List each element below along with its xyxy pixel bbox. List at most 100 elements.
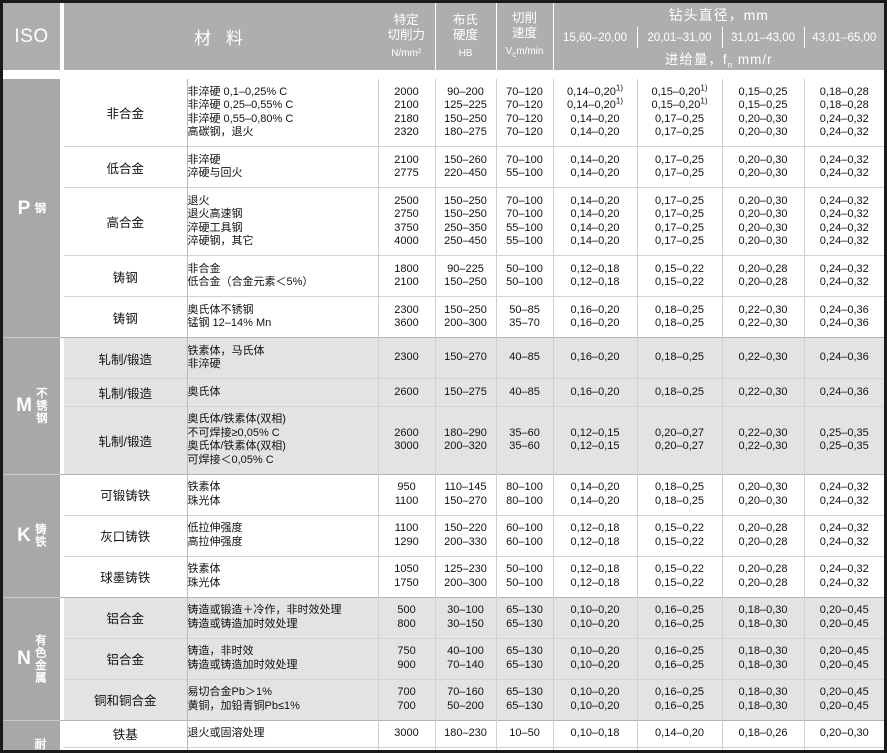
iso-group-name: 铸铁 (33, 523, 46, 548)
material-group-name: 铸钢 (64, 255, 188, 297)
brinell-hardness-value: 40–100 70–140 (435, 637, 497, 679)
feed4-line: 0,20–0,45 (819, 686, 869, 698)
speed-line: 55–100 (506, 221, 543, 234)
feed-rate-d20-31: 0,15–0,201) 0,15–0,201) 0,17–0,25 0,17–0,25 (637, 79, 723, 147)
feed-rate-d15-20: 0,10–0,20 0,10–0,20 (553, 637, 638, 679)
feed1-line: 0,14–0,20 (570, 221, 620, 234)
feed1-line: 0,14–0,20 (570, 208, 620, 220)
feed4-line: 0,24–0,32 (819, 126, 869, 138)
feed-rate-d31-43: 0,18–0,30 0,18–0,30 (722, 637, 805, 679)
speed-line: 70–100 (506, 153, 543, 166)
feed-rate-d20-31: 0,18–0,25 (637, 378, 723, 406)
feed-rate-d20-31: 0,16–0,25 0,16–0,25 (637, 637, 723, 679)
iso-group-name: 有色金属 (33, 633, 46, 684)
condition-line: 铁素体 (187, 481, 221, 493)
feed3-line: 0,20–0,30 (738, 494, 788, 507)
iso-group-letter: M (16, 395, 32, 417)
condition-line: 非淬硬 0,55–0,80% C (187, 112, 294, 125)
feed-rate-d31-43: 0,22–0,30 0,22–0,30 (722, 296, 805, 338)
iso-group-inner: N 有色金属 (3, 634, 60, 684)
cutting-speed-value: 80–100 80–100 (496, 473, 554, 515)
feed2-line: 0,16–0,25 (655, 699, 704, 712)
feed3-line: 0,18–0,30 (738, 617, 788, 630)
material-group-name: 铝合金 (64, 637, 188, 679)
feed1-line: 0,16–0,20 (570, 303, 620, 316)
feed-rate-d31-43: 0,22–0,30 (722, 378, 805, 406)
material-group-name: 铝合金 (64, 596, 188, 638)
cutting-speed-value: 70–100 70–100 55–100 55–100 (496, 187, 554, 256)
feed4-line: 0,24–0,36 (819, 385, 869, 398)
material-condition: 铁素体，马氏体 非淬硬 (187, 337, 379, 379)
feed-rate-d43-65: 0,18–0,28 0,18–0,28 0,24–0,32 0,24–0,32 (804, 79, 884, 147)
force-line: 750 (397, 645, 416, 657)
brinell-hardness-value: 110–145 150–270 (435, 473, 497, 515)
force-line: 2300 (394, 303, 419, 316)
specific-cutting-force-value: 3000 (378, 719, 436, 748)
table-row: 铸钢 非合金 低合金（合金元素＜5%） 1800 2100 90–225 150–250 50… (3, 255, 884, 297)
condition-line: 淬硬工具钢 (187, 221, 243, 234)
condition-line: 铸造或铸造加时效处理 (187, 658, 298, 671)
hardness-line: 150–270 (444, 494, 487, 507)
speed-line: 40–85 (509, 385, 540, 398)
feed4-line: 0,24–0,36 (819, 303, 869, 316)
feed2-line: 0,17–0,25 (655, 235, 704, 247)
feed2-line: 0,15–0,22 (655, 522, 704, 534)
force-line: 2600 (394, 426, 419, 439)
feed3-line: 0,22–0,30 (738, 351, 788, 364)
cutting-speed-value: 10–50 (496, 719, 554, 748)
feed4-line: 0,24–0,32 (819, 167, 869, 179)
cutting-speed-value: 10–50 (496, 747, 554, 750)
feed2-line: 0,20–0,27 (655, 426, 704, 439)
feed2-line: 0,16–0,25 (655, 686, 704, 698)
feed-rate-d31-43: 0,20–0,30 0,20–0,30 (722, 146, 805, 188)
force-line: 2180 (394, 112, 419, 125)
speed-line: 50–100 (506, 563, 543, 575)
specific-cutting-force-value: 1100 1290 (378, 514, 436, 556)
iso-group-inner: M 不锈钢 (3, 387, 60, 425)
specific-cutting-force-value: 750 900 (378, 637, 436, 679)
force-line: 2000 (394, 85, 419, 98)
feed3-line: 0,20–0,30 (738, 208, 788, 220)
condition-line: 非淬硬 0,1–0,25% C (187, 85, 288, 98)
feed4-line: 0,25–0,35 (819, 426, 869, 439)
speed-line: 60–100 (506, 522, 543, 534)
hardness-line: 150–250 (444, 208, 487, 220)
hardness-unit: HB (458, 47, 473, 59)
feed2-line: 0,17–0,25 (655, 221, 704, 234)
speed-line: 65–130 (506, 645, 543, 657)
feed-rate-d20-31: 0,15–0,22 0,15–0,22 (637, 514, 723, 556)
cutting-speed-value: 40–85 (496, 337, 554, 379)
feed1-line: 0,12–0,18 (570, 522, 620, 534)
hardness-line: 110–145 (444, 481, 487, 493)
feed-rate-d43-65: 0,24–0,36 (804, 337, 884, 379)
iso-group-letter: K (17, 525, 31, 546)
force-line: 1750 (394, 576, 419, 589)
feed-rate-d31-43: 0,22–0,30 (722, 337, 805, 379)
feed-rate-d31-43: 0,20–0,28 0,20–0,28 (722, 255, 805, 297)
feed-rate-d31-43: 0,22–0,30 0,22–0,30 (722, 405, 805, 474)
material-group-name: 非合金 (64, 79, 188, 147)
force-line: 800 (397, 617, 416, 630)
header-row-ranges: 15,60–20,00 20,01–31,00 31,01–43,00 43,0… (3, 27, 884, 48)
iso-group-name: 不锈钢 (34, 387, 47, 425)
table-row: 高合金 退火 退火高速钢 淬硬工具钢 淬硬钢，其它 2500 2750 3750 4000 150… (3, 187, 884, 256)
speed-line2: 速度 (512, 26, 538, 40)
speed-line: 65–130 (506, 686, 543, 698)
force-line: 1100 (394, 494, 419, 507)
feed-rate-d43-65: 0,20–0,45 0,20–0,45 (804, 678, 884, 720)
force-line: 2750 (394, 208, 419, 220)
hardness-line: 125–225 (444, 99, 487, 111)
speed-line: 70–120 (506, 99, 543, 111)
feed3-line: 0,22–0,30 (738, 317, 788, 329)
hardness-line: 180–230 (444, 727, 487, 739)
feed-rate-d20-31: 0,18–0,25 0,18–0,25 (637, 296, 723, 338)
table-row: M 不锈钢 轧制/锻造 铁素体，马氏体 非淬硬 2300 150–270 40–85 0,16–… (3, 337, 884, 474)
cutting-speed-value: 40–85 (496, 378, 554, 406)
speed-line: 55–100 (506, 235, 543, 247)
brinell-hardness-value: 150–270 (435, 337, 497, 379)
feed3-line: 0,20–0,28 (738, 535, 788, 548)
feed-rate-d20-31: 0,15–0,22 0,15–0,22 (637, 555, 723, 597)
specific-cutting-force-value: 3320 (378, 747, 436, 750)
specific-cutting-force-value: 500 800 (378, 596, 436, 638)
hardness-line: 150–250 (444, 303, 487, 316)
